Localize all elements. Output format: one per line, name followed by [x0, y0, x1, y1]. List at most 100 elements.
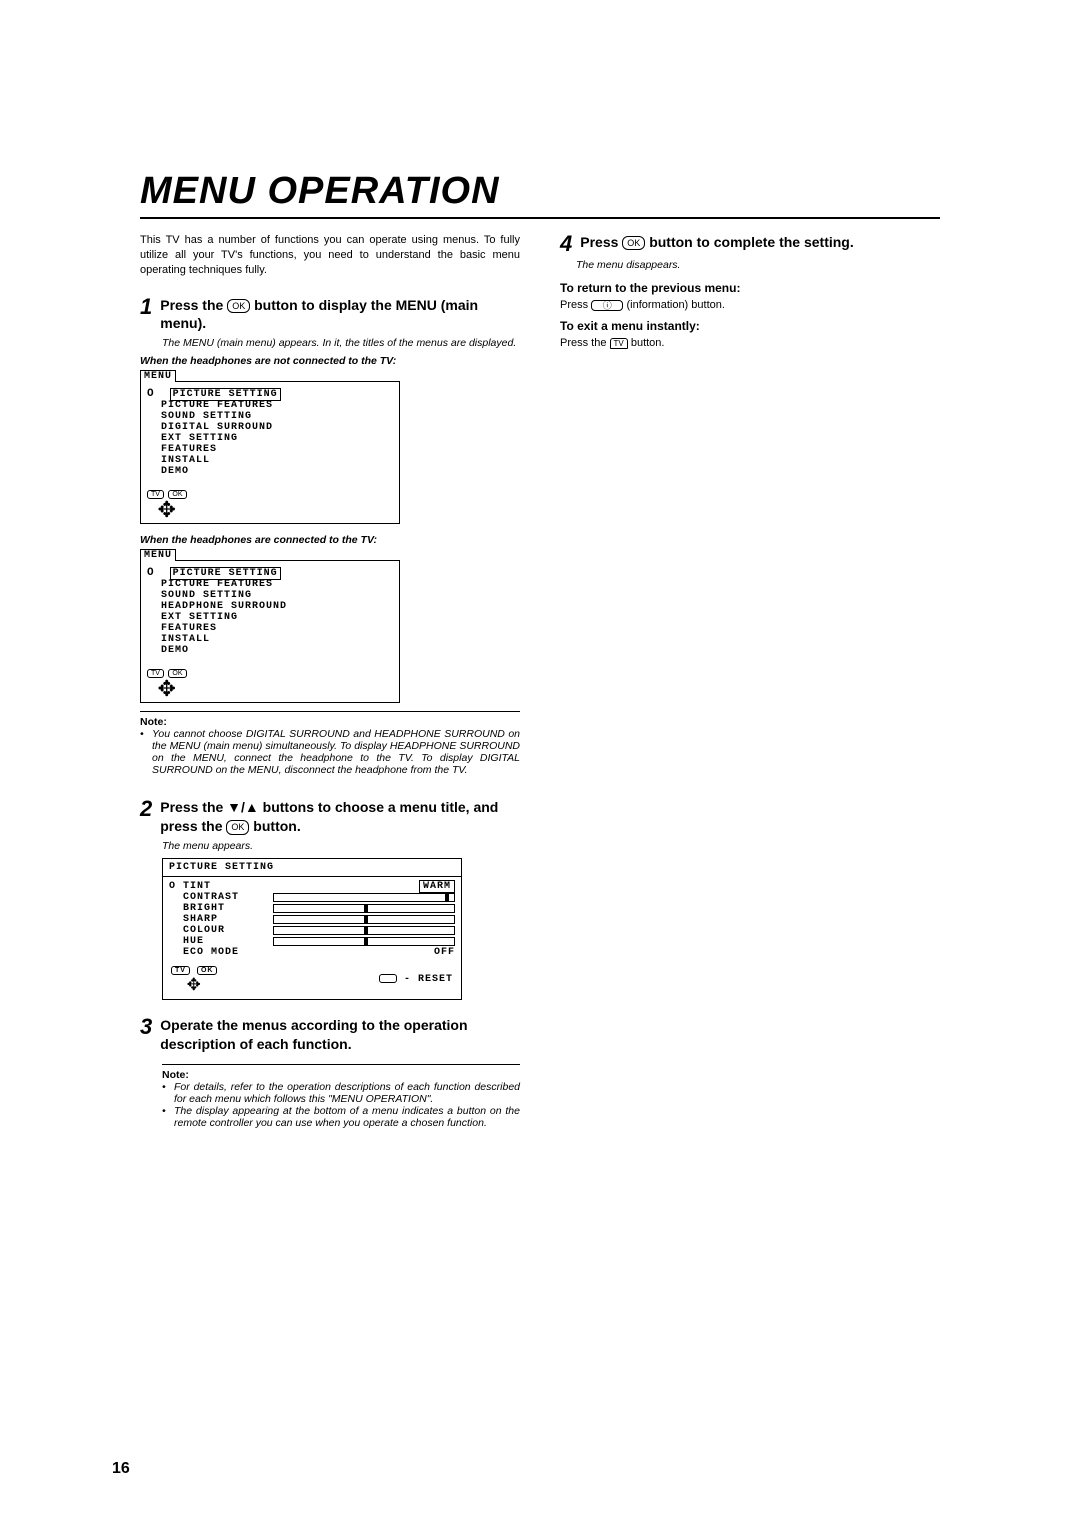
- bullet-icon: •: [162, 1105, 174, 1129]
- step-2-text-a: Press the ▼/▲ buttons to choose a menu t…: [160, 799, 498, 834]
- menu-on-wrap: MENU O PICTURE SETTING PICTURE FEATURES …: [140, 560, 520, 703]
- ps-tint-name: TINT: [183, 881, 273, 892]
- right-column: 4 Press OK button to complete the settin…: [560, 233, 940, 1129]
- menu-off-item-6: INSTALL: [147, 455, 393, 466]
- menu-off-item-0: O PICTURE SETTING: [147, 388, 393, 400]
- ps-tint-value-wrap: WARM: [273, 881, 455, 892]
- step-4-number: 4: [560, 233, 572, 255]
- ps-header: PICTURE SETTING: [163, 859, 461, 877]
- step-2: 2 Press the ▼/▲ buttons to choose a menu…: [140, 798, 520, 836]
- selection-marker-icon: O: [147, 567, 154, 579]
- slider-track: [273, 904, 455, 913]
- note-label-3: Note:: [162, 1069, 520, 1081]
- note-3b-text: The display appearing at the bottom of a…: [174, 1105, 520, 1129]
- slider-track: [273, 915, 455, 924]
- page: MENU OPERATION This TV has a number of f…: [0, 0, 1080, 1169]
- page-number: 16: [112, 1460, 130, 1478]
- tv-icon: TV: [610, 338, 628, 349]
- step-1-caption: The MENU (main menu) appears. In it, the…: [162, 337, 520, 349]
- ps-row-hue: HUE: [169, 936, 455, 947]
- ps-row-colour: COLOUR: [169, 925, 455, 936]
- menu-off-wrap: MENU O PICTURE SETTING PICTURE FEATURES …: [140, 381, 520, 524]
- step-4-text-b: button to complete the setting.: [649, 234, 854, 250]
- step-1-number: 1: [140, 296, 152, 318]
- two-columns: This TV has a number of functions you ca…: [140, 233, 940, 1129]
- ps-row-eco: ECO MODE OFF: [169, 947, 455, 958]
- menu-off-footer: TV OK ✥: [141, 481, 399, 523]
- menu-off-item-7: DEMO: [147, 466, 393, 477]
- menu-on-inner: O PICTURE SETTING PICTURE FEATURES SOUND…: [141, 561, 399, 660]
- information-icon: [591, 300, 623, 311]
- bullet-icon: •: [140, 728, 152, 776]
- note-3a-text: For details, refer to the operation desc…: [174, 1081, 520, 1105]
- note-3b: • The display appearing at the bottom of…: [162, 1105, 520, 1129]
- hp-off-label: When the headphones are not connected to…: [140, 355, 520, 367]
- step-2-caption: The menu appears.: [162, 840, 520, 852]
- menu-on-item-2: SOUND SETTING: [147, 590, 393, 601]
- note-3a: • For details, refer to the operation de…: [162, 1081, 520, 1105]
- step-4: 4 Press OK button to complete the settin…: [560, 233, 940, 255]
- menu-on-item-6: INSTALL: [147, 634, 393, 645]
- menu-on-item-0: O PICTURE SETTING: [147, 567, 393, 579]
- nav-cross-icon: ✥: [158, 680, 176, 698]
- return-line: Press (information) button.: [560, 299, 940, 311]
- step-2-number: 2: [140, 798, 152, 820]
- menu-off-item-5: FEATURES: [147, 444, 393, 455]
- ok-icon: OK: [226, 820, 249, 834]
- divider: [140, 711, 520, 712]
- selection-marker-icon: O: [147, 388, 154, 400]
- step-3-text: Operate the menus according to the opera…: [160, 1016, 520, 1054]
- slider-thumb: [364, 926, 368, 935]
- ps-reset-text: - RESET: [404, 974, 453, 985]
- menu-box-off: MENU O PICTURE SETTING PICTURE FEATURES …: [140, 381, 400, 524]
- menu-on-item-1: PICTURE FEATURES: [147, 579, 393, 590]
- selection-marker-icon: O: [169, 881, 176, 892]
- ps-body: O TINT WARM CONTRASTBRIGHTSHARPCOLOURHUE…: [163, 877, 461, 962]
- slider-track: [273, 926, 455, 935]
- reset-pill-icon: [379, 974, 397, 983]
- slider-thumb: [445, 893, 449, 902]
- ps-row-sharp: SHARP: [169, 914, 455, 925]
- return-a: Press: [560, 299, 591, 311]
- step-2-text: Press the ▼/▲ buttons to choose a menu t…: [160, 798, 520, 836]
- menu-on-footer: TV OK ✥: [141, 660, 399, 702]
- ps-reset: - RESET: [379, 974, 453, 985]
- step-3-number: 3: [140, 1016, 152, 1038]
- ps-eco-value: OFF: [273, 947, 455, 958]
- ps-row-bright: BRIGHT: [169, 903, 455, 914]
- ps-name: SHARP: [183, 914, 273, 925]
- menu-on-item-5: FEATURES: [147, 623, 393, 634]
- menu-off-item-1: PICTURE FEATURES: [147, 400, 393, 411]
- page-title: MENU OPERATION: [140, 170, 940, 219]
- step-4-text-a: Press: [580, 234, 622, 250]
- ps-name: BRIGHT: [183, 903, 273, 914]
- step-1-text-a: Press the: [160, 297, 227, 313]
- note-1: • You cannot choose DIGITAL SURROUND and…: [140, 728, 520, 776]
- ps-row-tint: O TINT WARM: [169, 881, 455, 892]
- ps-name: CONTRAST: [183, 892, 273, 903]
- menu-off-item-3: DIGITAL SURROUND: [147, 422, 393, 433]
- menu-on-item-7: DEMO: [147, 645, 393, 656]
- ps-footer: TV OK ✥ - RESET: [163, 962, 461, 999]
- bullet-icon: •: [162, 1081, 174, 1105]
- step-4-caption: The menu disappears.: [576, 259, 940, 271]
- slider-thumb: [364, 904, 368, 913]
- exit-heading: To exit a menu instantly:: [560, 319, 940, 333]
- menu-tab: MENU: [140, 370, 176, 382]
- step-4-text: Press OK button to complete the setting.: [580, 233, 854, 252]
- ps-eco-name: ECO MODE: [183, 947, 273, 958]
- menu-off-inner: O PICTURE SETTING PICTURE FEATURES SOUND…: [141, 382, 399, 481]
- ok-icon: OK: [622, 236, 645, 250]
- note-label-1: Note:: [140, 716, 520, 728]
- return-b: (information) button.: [626, 299, 724, 311]
- ps-name: HUE: [183, 936, 273, 947]
- slider-thumb: [364, 937, 368, 946]
- menu-tab-on: MENU: [140, 549, 176, 561]
- menu-on-item-4: EXT SETTING: [147, 612, 393, 623]
- step-2-text-b: button.: [253, 818, 300, 834]
- exit-b: button.: [631, 337, 665, 349]
- ok-icon: OK: [227, 299, 250, 313]
- slider-track: [273, 937, 455, 946]
- menu-off-label-0: PICTURE SETTING: [170, 388, 281, 401]
- step-1-text: Press the OK button to display the MENU …: [160, 296, 520, 334]
